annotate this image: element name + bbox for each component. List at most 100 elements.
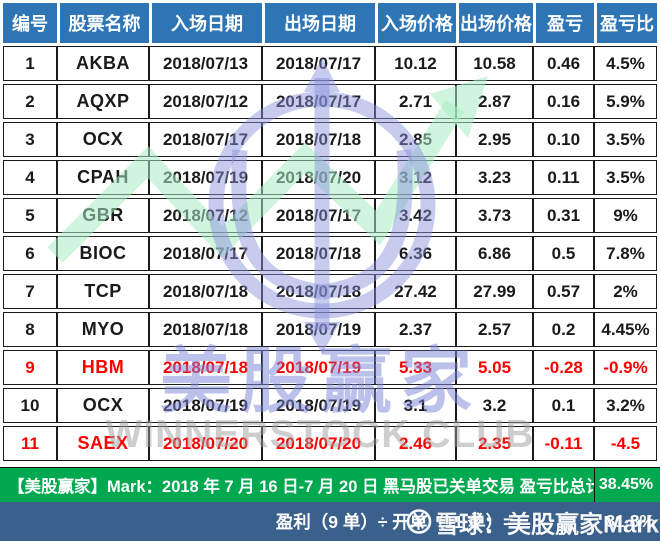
- header-exit-price: 出场价格: [456, 3, 533, 43]
- stock-name-cell: GBR: [57, 198, 149, 233]
- stock-name-cell: AKBA: [57, 46, 149, 81]
- entry-price-cell: 5.33: [375, 350, 456, 385]
- profit-loss-ratio-cell: 5.9%: [594, 84, 657, 119]
- entry-date-cell: 2018/07/12: [149, 198, 262, 233]
- entry-price-cell: 27.42: [375, 274, 456, 309]
- exit-price-cell: 6.86: [456, 236, 533, 271]
- table-row: 5 GBR 2018/07/12 2018/07/17 3.42 3.73 0.31 9%: [3, 198, 657, 233]
- profit-loss-ratio-cell: 9%: [594, 198, 657, 233]
- footer-formula: 盈利（9 单）÷ 开单（11 单）=: [275, 512, 514, 532]
- entry-date-cell: 2018/07/12: [149, 84, 262, 119]
- profit-loss-cell: -0.11: [533, 426, 594, 461]
- row-number-cell: 10: [3, 388, 57, 423]
- table-header-row: 编号 股票名称 入场日期 出场日期 入场价格 出场价格 盈亏 盈亏比: [3, 3, 657, 43]
- stock-name-cell: OCX: [57, 388, 149, 423]
- entry-price-cell: 3.42: [375, 198, 456, 233]
- exit-date-cell: 2018/07/18: [262, 274, 375, 309]
- stock-name-cell: MYO: [57, 312, 149, 347]
- entry-price-cell: 2.85: [375, 122, 456, 157]
- row-number-cell: 5: [3, 198, 57, 233]
- exit-price-cell: 3.23: [456, 160, 533, 195]
- exit-date-cell: 2018/07/18: [262, 236, 375, 271]
- entry-date-cell: 2018/07/17: [149, 122, 262, 157]
- header-exit-date: 出场日期: [262, 3, 375, 43]
- summary-total-value: 38.45%: [594, 468, 657, 502]
- exit-price-cell: 3.73: [456, 198, 533, 233]
- table-row: 2 AQXP 2018/07/12 2018/07/17 2.71 2.87 0.16 5.9…: [3, 84, 657, 119]
- exit-date-cell: 2018/07/17: [262, 198, 375, 233]
- stock-name-cell: OCX: [57, 122, 149, 157]
- exit-date-cell: 2018/07/20: [262, 426, 375, 461]
- entry-price-cell: 6.36: [375, 236, 456, 271]
- profit-loss-cell: 0.31: [533, 198, 594, 233]
- header-entry-price: 入场价格: [375, 3, 456, 43]
- entry-date-cell: 2018/07/17: [149, 236, 262, 271]
- stock-name-cell: TCP: [57, 274, 149, 309]
- table-row: 6 BIOC 2018/07/17 2018/07/18 6.36 6.86 0.5 7.8%: [3, 236, 657, 271]
- entry-date-cell: 2018/07/19: [149, 160, 262, 195]
- exit-price-cell: 2.35: [456, 426, 533, 461]
- exit-date-cell: 2018/07/17: [262, 46, 375, 81]
- profit-loss-ratio-cell: 3.2%: [594, 388, 657, 423]
- exit-date-cell: 2018/07/17: [262, 84, 375, 119]
- stock-name-cell: AQXP: [57, 84, 149, 119]
- exit-price-cell: 5.05: [456, 350, 533, 385]
- profit-loss-ratio-cell: 7.8%: [594, 236, 657, 271]
- exit-date-cell: 2018/07/19: [262, 388, 375, 423]
- entry-price-cell: 2.37: [375, 312, 456, 347]
- table-row: 11 SAEX 2018/07/20 2018/07/20 2.46 2.35 -0.11-…: [3, 426, 657, 461]
- profit-loss-ratio-cell: 4.5%: [594, 46, 657, 81]
- profit-loss-ratio-cell: 3.5%: [594, 160, 657, 195]
- table-row: 9 HBM 2018/07/18 2018/07/19 5.33 5.05 -0.28 -0.…: [3, 350, 657, 385]
- table-row: 1 AKBA 2018/07/13 2018/07/17 10.12 10.58 0.46 4…: [3, 46, 657, 81]
- entry-price-cell: 10.12: [375, 46, 456, 81]
- table-row: 7 TCP 2018/07/18 2018/07/18 27.42 27.99 0.57 2%: [3, 274, 657, 309]
- profit-loss-cell: 0.16: [533, 84, 594, 119]
- table-row: 3 OCX 2018/07/17 2018/07/18 2.85 2.95 0.10 3.5%: [3, 122, 657, 157]
- exit-price-cell: 10.58: [456, 46, 533, 81]
- entry-date-cell: 2018/07/20: [149, 426, 262, 461]
- profit-loss-ratio-cell: 2%: [594, 274, 657, 309]
- footer-bar: 盈利（9 单）÷ 开单（11 单）= 81.8% 雪球：美股赢家Mark: [0, 502, 660, 541]
- exit-date-cell: 2018/07/18: [262, 122, 375, 157]
- profit-loss-ratio-cell: -0.9%: [594, 350, 657, 385]
- entry-date-cell: 2018/07/19: [149, 388, 262, 423]
- summary-bar: 【美股赢家】Mark：2018 年 7 月 16 日-7 月 20 日 黑马股已…: [0, 467, 660, 502]
- entry-date-cell: 2018/07/13: [149, 46, 262, 81]
- profit-loss-cell: -0.28: [533, 350, 594, 385]
- row-number-cell: 6: [3, 236, 57, 271]
- exit-price-cell: 3.2: [456, 388, 533, 423]
- profit-loss-cell: 0.10: [533, 122, 594, 157]
- exit-date-cell: 2018/07/19: [262, 312, 375, 347]
- row-number-cell: 1: [3, 46, 57, 81]
- entry-date-cell: 2018/07/18: [149, 350, 262, 385]
- profit-loss-cell: 0.57: [533, 274, 594, 309]
- exit-date-cell: 2018/07/20: [262, 160, 375, 195]
- stock-name-cell: CPAH: [57, 160, 149, 195]
- stock-name-cell: SAEX: [57, 426, 149, 461]
- trades-table: 编号 股票名称 入场日期 出场日期 入场价格 出场价格 盈亏 盈亏比 1 AKBA…: [3, 0, 657, 464]
- summary-label: 【美股赢家】Mark：2018 年 7 月 16 日-7 月 20 日 黑马股已…: [8, 478, 594, 496]
- exit-price-cell: 2.87: [456, 84, 533, 119]
- header-entry-date: 入场日期: [149, 3, 262, 43]
- profit-loss-cell: 0.5: [533, 236, 594, 271]
- row-number-cell: 8: [3, 312, 57, 347]
- entry-price-cell: 3.12: [375, 160, 456, 195]
- profit-loss-cell: 0.11: [533, 160, 594, 195]
- profit-loss-cell: 0.46: [533, 46, 594, 81]
- profit-loss-cell: 0.2: [533, 312, 594, 347]
- table-row: 8 MYO 2018/07/18 2018/07/19 2.37 2.57 0.2 4.45%: [3, 312, 657, 347]
- stock-name-cell: HBM: [57, 350, 149, 385]
- row-number-cell: 7: [3, 274, 57, 309]
- row-number-cell: 3: [3, 122, 57, 157]
- header-stock-name: 股票名称: [57, 3, 149, 43]
- exit-price-cell: 2.95: [456, 122, 533, 157]
- exit-date-cell: 2018/07/19: [262, 350, 375, 385]
- row-number-cell: 9: [3, 350, 57, 385]
- header-profit-loss: 盈亏: [533, 3, 594, 43]
- table-row: 4 CPAH 2018/07/19 2018/07/20 3.12 3.23 0.11 3.5…: [3, 160, 657, 195]
- table-row: 10 OCX 2018/07/19 2018/07/19 3.1 3.2 0.1 3.2%: [3, 388, 657, 423]
- entry-price-cell: 2.46: [375, 426, 456, 461]
- profit-loss-ratio-cell: -4.5: [594, 426, 657, 461]
